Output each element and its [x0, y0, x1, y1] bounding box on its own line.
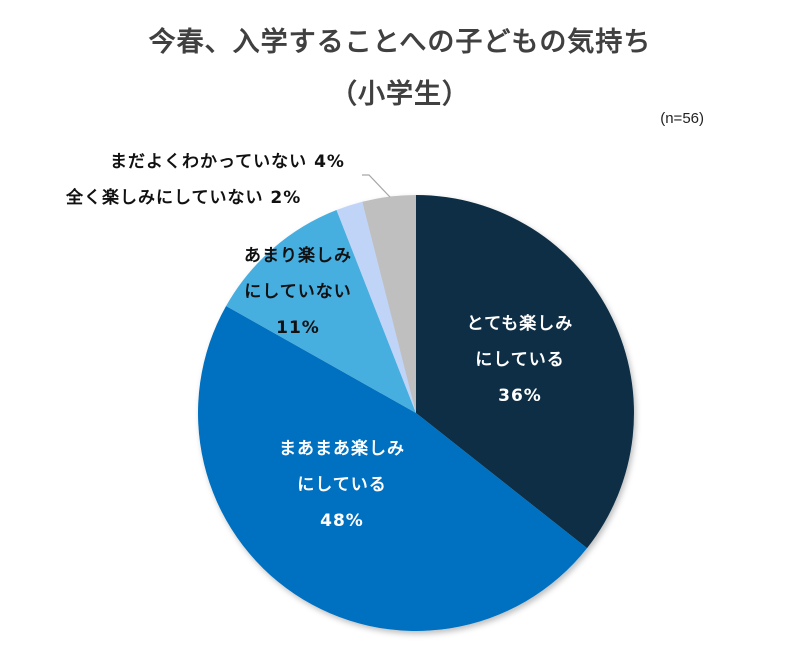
slice-very-looking-forward [416, 195, 634, 549]
slice-not-really [226, 210, 416, 413]
pie-slices [198, 195, 634, 631]
label-line1: とても楽しみ [466, 314, 574, 334]
slice-label-dont-know: まだよくわかっていない 4% [110, 152, 345, 172]
label-line2: にしている [475, 350, 565, 370]
chart-title-main: 今春、入学することへの子どもの気持ち [148, 27, 652, 58]
label-line1: あまり楽しみ [244, 246, 352, 266]
slice-label-very-looking-forward: とても楽しみ にしている 36% [455, 306, 585, 414]
slice-somewhat-looking-forward [198, 305, 588, 631]
chart-subtitle: （小学生） [330, 79, 470, 110]
slice-label-not-at-all: 全く楽しみにしていない 2% [66, 188, 302, 208]
slice-not-at-all [336, 201, 416, 413]
label-pct: 48% [320, 511, 364, 531]
slice-label-not-really: あまり楽しみ にしていない 11% [233, 238, 363, 346]
sample-size-label: (n=56) [660, 110, 704, 127]
label-pct: 11% [276, 318, 320, 338]
label-pct: 36% [498, 386, 542, 406]
label-line2: にしていない [244, 282, 352, 302]
label-line1: まあまあ楽しみ [279, 439, 405, 459]
slice-dont-know [362, 195, 416, 413]
slice-label-somewhat-looking-forward: まあまあ楽しみ にしている 48% [262, 431, 422, 539]
leader-line [362, 174, 391, 198]
label-line2: にしている [297, 475, 387, 495]
